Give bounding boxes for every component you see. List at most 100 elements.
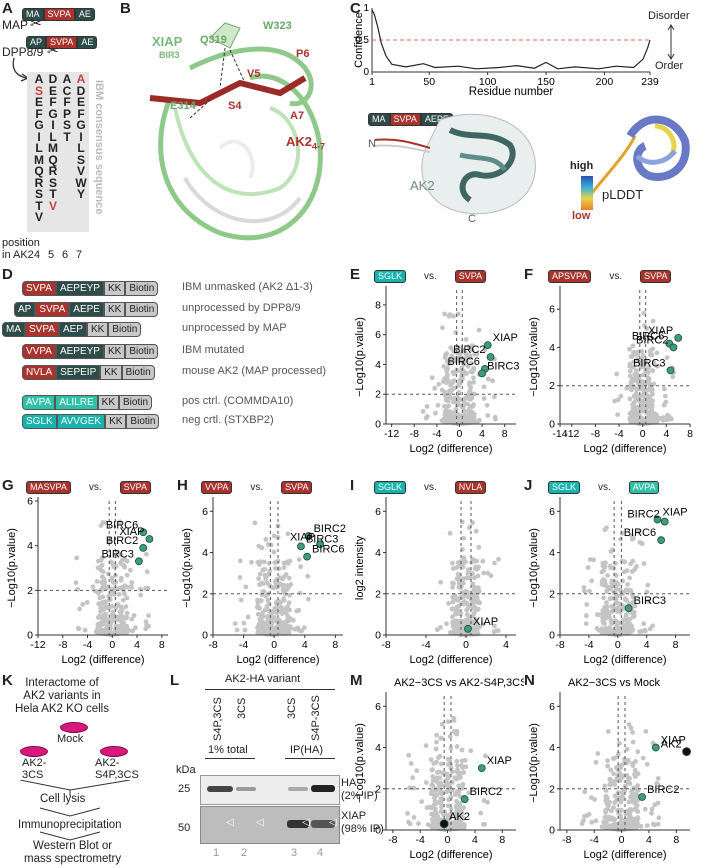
highlight-label-birc6: BIRC6 [624, 527, 656, 539]
ak2-structure-label: AK2 [410, 178, 435, 193]
tag-ae: AE [74, 8, 95, 21]
data-point [96, 628, 102, 634]
residue-a7: A7 [290, 110, 305, 122]
data-point [468, 384, 474, 390]
vs-label: vs. [424, 482, 437, 493]
highlight-point-birc3 [478, 369, 486, 378]
data-point [624, 385, 630, 391]
data-point [630, 763, 636, 768]
x-tick-label: -12 [30, 639, 45, 651]
data-point [406, 752, 412, 758]
data-point [492, 560, 497, 566]
x-tick-label: 0 [109, 639, 115, 651]
data-point [467, 419, 473, 424]
highlight-label-birc2: BIRC2 [106, 535, 138, 547]
data-point [461, 576, 467, 582]
highlight-point-birc2 [669, 343, 678, 352]
data-point [644, 589, 650, 595]
data-point [646, 365, 652, 370]
data-point [439, 803, 445, 808]
data-point [643, 368, 649, 374]
peptide-segment: Biotin [125, 301, 159, 317]
peptide-construct: AVPA ALILRE KK Biotin [22, 394, 153, 410]
data-point [627, 373, 633, 379]
data-point [451, 313, 456, 319]
data-point [490, 378, 495, 384]
right-peptide-tag: SVPA [640, 270, 672, 283]
data-point [584, 813, 590, 819]
panel-label-k: K [2, 672, 13, 689]
data-point [430, 767, 435, 773]
data-point [457, 611, 462, 616]
ip-label: IP(HA) [290, 744, 323, 756]
data-point [459, 372, 465, 378]
data-point [450, 614, 455, 620]
volcano-plot-i: -8 -4 0 4 0 2 4 6 Log2 (difference) log2 intensit… [354, 497, 516, 666]
highlight-label-birc3: BIRC3 [101, 548, 133, 560]
data-point [457, 377, 463, 383]
data-point [456, 773, 462, 779]
highlight-point-birc3 [624, 604, 633, 613]
amino-acid: E [48, 83, 57, 98]
highlight-point-birc2 [486, 353, 495, 361]
peptide-construct: SGLK AVVGEK KK Biotin [22, 413, 160, 429]
data-point [581, 818, 586, 823]
highlight-point-xiap [651, 743, 660, 752]
data-point [455, 571, 461, 577]
data-point [625, 779, 630, 785]
residue-s4: S4 [228, 100, 242, 112]
data-point [99, 555, 105, 561]
peptide-segment: SVPA [25, 321, 59, 337]
data-point [469, 560, 474, 565]
data-point [472, 605, 478, 610]
peptide-construct: SVPA AEPEYP KK Biotin [22, 280, 159, 296]
data-point [429, 375, 435, 381]
x-tick-label: 4 [472, 834, 478, 846]
peptide-segment: KK [103, 301, 126, 317]
data-point [595, 751, 601, 756]
peptide-segment: SEPEIP [56, 364, 101, 380]
data-point [474, 566, 480, 572]
data-point [450, 599, 456, 605]
data-point [459, 404, 465, 410]
data-point [481, 384, 487, 390]
data-point [435, 402, 441, 408]
left-peptide-tag: SGLK [374, 270, 407, 283]
c-terminus-label: C [468, 213, 476, 225]
x-tick-label: 0 [271, 639, 277, 651]
data-point [637, 399, 643, 405]
tag-svpa-2: SVPA [46, 36, 78, 49]
panel-label-n: N [524, 672, 535, 689]
data-point [640, 416, 646, 422]
data-point [468, 748, 474, 754]
data-point [446, 313, 452, 319]
lane-number-1: 1 [213, 847, 220, 859]
data-point [628, 354, 634, 359]
data-point [75, 586, 80, 592]
data-point [444, 373, 450, 378]
data-point [647, 418, 653, 424]
bir3-label: BIR3 [159, 50, 180, 60]
amino-acid: G [34, 118, 44, 132]
peptide-segment: NVLA [22, 364, 57, 380]
left-peptide-tag: APSVPA [548, 270, 592, 283]
data-point [453, 731, 459, 736]
data-point [456, 344, 461, 350]
data-point [611, 756, 617, 761]
peptide-segment: AVPA [22, 394, 56, 410]
data-point [296, 557, 302, 562]
data-point [256, 543, 262, 549]
data-point [470, 404, 476, 409]
volcano-plot-g: -12 -8 -4 0 4 8 0 2 4 6 Log2 (difference) −Log10(p.… [6, 496, 168, 666]
data-point [631, 785, 637, 791]
lane-label-4: S4P-3CS [310, 695, 322, 741]
data-point [138, 592, 144, 598]
data-point [628, 725, 634, 731]
peptide-segment: KK [103, 343, 126, 359]
data-point [237, 558, 243, 564]
disorder-label: Disorder [648, 10, 690, 22]
data-point [119, 618, 124, 623]
data-point [652, 418, 658, 424]
data-point [459, 758, 465, 764]
data-point [615, 808, 620, 813]
